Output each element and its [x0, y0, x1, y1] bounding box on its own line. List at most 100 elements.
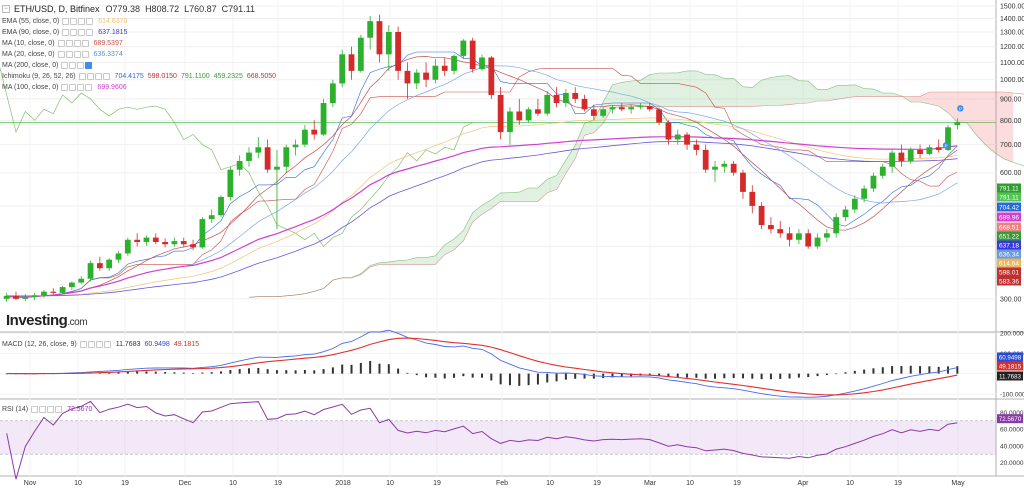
candle-body — [218, 196, 224, 216]
indicator-row[interactable]: MA (20, close, 0) 636.3374 — [2, 49, 276, 60]
candle-body — [945, 127, 951, 150]
close-icon[interactable] — [77, 84, 85, 91]
visibility-icon[interactable] — [69, 62, 77, 69]
more-icon[interactable] — [102, 73, 110, 80]
cloud-segment — [565, 145, 576, 174]
indicator-row[interactable]: MA (10, close, 0) 689.5397 — [2, 38, 276, 49]
settings-icon[interactable] — [57, 51, 65, 58]
candle — [404, 62, 411, 99]
close-icon[interactable] — [78, 29, 86, 36]
settings-icon[interactable] — [62, 18, 70, 25]
rsi-close-icon[interactable] — [47, 406, 55, 413]
macd-histogram-bar — [490, 373, 493, 381]
indicator-row[interactable]: EMA (55, close, 0) 614.6370 — [2, 16, 276, 27]
macd-histogram-bar — [797, 373, 800, 378]
settings-icon[interactable] — [78, 73, 86, 80]
candle — [851, 195, 858, 214]
close-icon[interactable] — [77, 62, 85, 69]
rsi-axis-label: 40.0000 — [1000, 443, 1024, 450]
visibility-icon[interactable] — [69, 84, 77, 91]
settings-icon[interactable] — [57, 40, 65, 47]
visibility-icon[interactable] — [65, 40, 73, 47]
more-icon[interactable] — [81, 40, 89, 47]
macd-visibility-icon[interactable] — [87, 341, 95, 348]
indicator-row[interactable]: MA (200, close, 0) — [2, 60, 276, 71]
candle-body — [311, 129, 318, 135]
candle-body — [134, 239, 141, 242]
price-tag-label: 636.34 — [999, 251, 1019, 258]
rsi-more-icon[interactable] — [55, 406, 63, 413]
candle-body — [13, 295, 19, 299]
cloud-segment — [873, 89, 883, 97]
candle — [460, 39, 467, 60]
rsi-label: RSI (14) — [2, 406, 29, 413]
rsi-settings-icon[interactable] — [31, 406, 39, 413]
indicator-row[interactable]: Ichimoku (9, 26, 52, 26) 704.4175 598.0150… — [2, 71, 276, 82]
rsi-axis-label: 60.0000 — [1000, 427, 1024, 434]
candle — [637, 103, 644, 110]
candle — [13, 291, 19, 301]
settings-icon[interactable] — [61, 84, 69, 91]
visibility-icon[interactable] — [86, 73, 94, 80]
candle — [395, 26, 402, 80]
macd-histogram-bar — [844, 372, 847, 374]
close-icon[interactable] — [73, 40, 81, 47]
macd-histogram-bar — [909, 365, 912, 374]
settings-icon[interactable] — [62, 29, 70, 36]
rsi-visibility-icon[interactable] — [39, 406, 47, 413]
kijun-line — [6, 68, 958, 298]
cloud-segment — [677, 70, 688, 107]
macd-histogram-bar — [536, 373, 539, 385]
candle-body — [870, 175, 877, 189]
candle-body — [656, 109, 662, 123]
y-tick-label: 1000.00 — [1000, 77, 1024, 84]
close-icon[interactable] — [73, 51, 81, 58]
candle — [646, 103, 653, 112]
candle-body — [926, 147, 933, 154]
macd-settings-icon[interactable] — [79, 341, 87, 348]
candle — [180, 237, 187, 247]
candle-body — [786, 233, 793, 240]
macd-histogram-bar — [229, 370, 232, 374]
candle — [833, 213, 840, 238]
settings-icon[interactable] — [61, 62, 69, 69]
ma100-line — [6, 136, 958, 298]
candle-body — [208, 215, 215, 220]
macd-pane: 200.0000100.0000-100.000060.949849.18151… — [0, 329, 1024, 398]
candle-body — [805, 233, 812, 247]
candle — [954, 118, 961, 130]
indicator-row[interactable]: EMA (90, close, 0) 637.1815 — [2, 27, 276, 38]
close-icon[interactable] — [94, 73, 102, 80]
macd-more-icon[interactable] — [103, 341, 111, 348]
macd-histogram-bar — [518, 373, 521, 386]
macd-histogram-bar — [350, 364, 353, 374]
price-tag-label: 704.42 — [999, 204, 1019, 211]
collapse-icon[interactable]: − — [2, 4, 10, 13]
candle — [814, 233, 821, 249]
macd-close-icon[interactable] — [95, 341, 103, 348]
more-icon[interactable] — [85, 84, 93, 91]
candle-body — [954, 122, 961, 126]
rsi-line — [6, 400, 958, 480]
close-icon[interactable] — [78, 18, 86, 25]
visibility-icon[interactable] — [65, 51, 73, 58]
visibility-icon[interactable] — [70, 29, 78, 36]
indicator-name: MA (20, close, 0) — [2, 51, 55, 58]
more-icon[interactable] — [81, 51, 89, 58]
high-value: H808.72 — [145, 3, 180, 14]
indicator-row[interactable]: MA (100, close, 0) 699.9606 — [2, 82, 276, 93]
visibility-icon[interactable] — [70, 18, 78, 25]
macd-histogram-bar — [247, 368, 250, 374]
candle-body — [581, 98, 588, 110]
candle — [246, 147, 252, 167]
macd-histogram-bar — [154, 371, 157, 374]
candle — [553, 87, 560, 108]
candle-body — [749, 191, 756, 206]
cloud-segment — [426, 255, 436, 265]
more-icon[interactable] — [86, 18, 94, 25]
senkou-a-line — [248, 70, 1024, 298]
more-icon[interactable] — [85, 62, 93, 69]
ichimoku-value: 598.0150 — [147, 73, 177, 80]
more-icon[interactable] — [86, 29, 94, 36]
